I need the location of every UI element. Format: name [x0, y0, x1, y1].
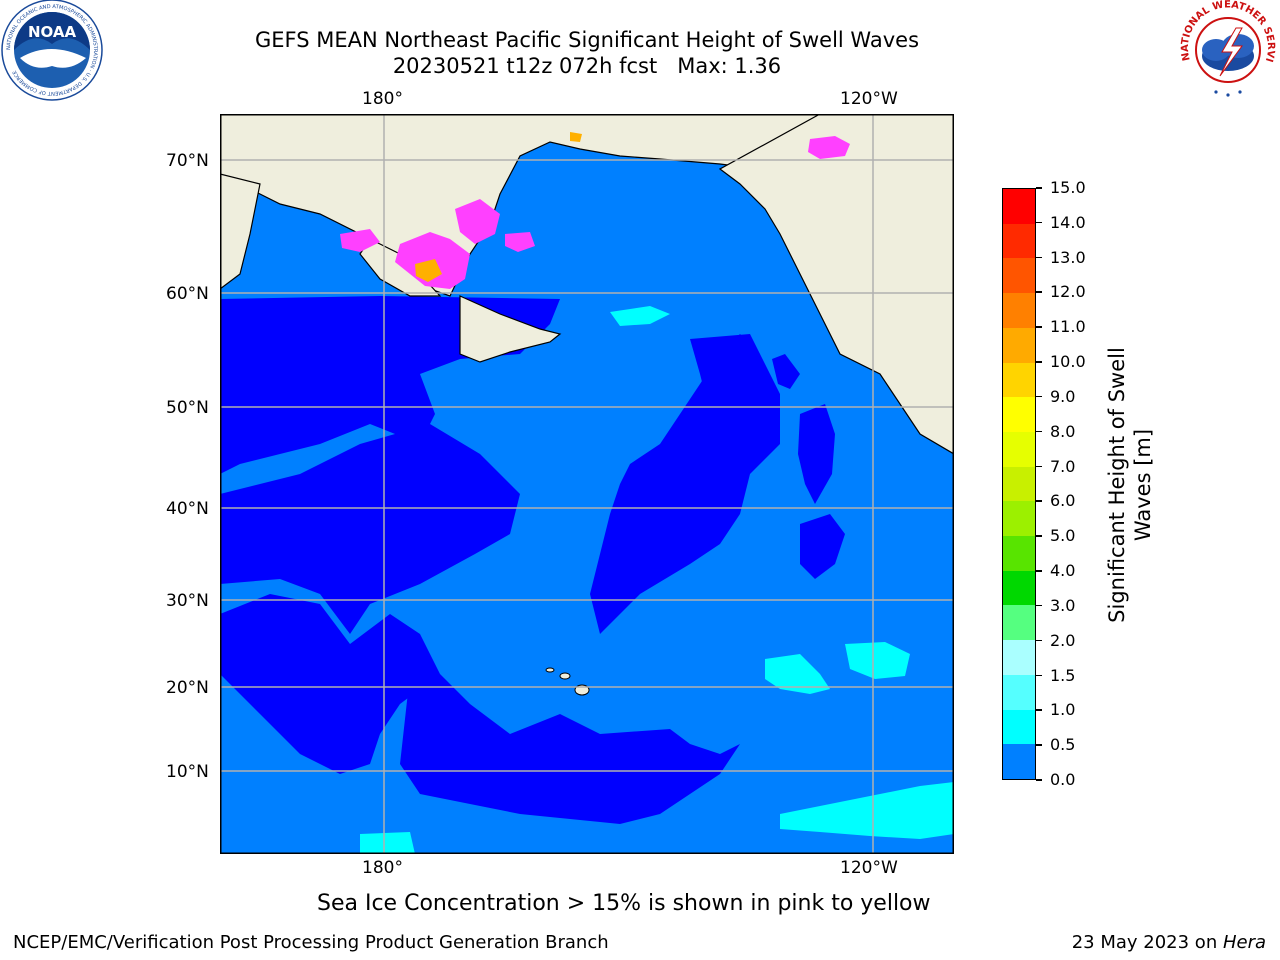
noaa-logo: NOAA NATIONAL OCEANIC AND ATMOSPHERIC AD… [0, 0, 104, 104]
colorbar-tick-label: 7.0 [1050, 456, 1076, 476]
sea-ice [340, 136, 850, 289]
colorbar-tick-label: 10.0 [1050, 352, 1086, 372]
colorbar-tick-mark [1036, 395, 1042, 398]
colorbar-segment [1003, 536, 1035, 571]
colorbar-tick-mark [1036, 291, 1042, 293]
colorbar-tick-label: 13.0 [1050, 247, 1086, 267]
colorbar-tick-mark [1036, 639, 1042, 642]
colorbar-tick-label: 15.0 [1050, 178, 1086, 197]
colorbar-label: Significant Height of Swell Waves [m] [1105, 347, 1155, 623]
lat-label-10n: 10°N [166, 762, 209, 782]
colorbar-tick-mark [1036, 187, 1042, 189]
colorbar-tick-label: 1.0 [1050, 700, 1076, 720]
colorbar-segment [1003, 709, 1035, 745]
colorbar-segment [1003, 189, 1035, 224]
lat-label-50n: 50°N [166, 398, 209, 418]
lat-label-20n: 20°N [166, 678, 209, 698]
footer-date: 23 May 2023 on Hera [1071, 932, 1266, 953]
colorbar-tick-label: 14.0 [1050, 212, 1086, 232]
colorbar-segment [1003, 570, 1035, 606]
map-panel [220, 114, 954, 854]
colorbar-segment [1003, 397, 1035, 432]
colorbar-ticks: 15.0 14.0 13.0 12.0 11.0 10.0 9.0 8.0 7.0 6.0 5.0 4… [1036, 178, 1096, 790]
colorbar-tick-mark [1036, 604, 1042, 607]
swell-region-0-0.5 [220, 296, 845, 824]
lat-label-40n: 40°N [166, 499, 209, 519]
colorbar-segment [1003, 431, 1035, 467]
colorbar-tick-mark [1036, 256, 1042, 259]
lat-label-70n: 70°N [166, 151, 209, 171]
colorbar-tick-mark [1036, 779, 1042, 781]
colorbar-tick-label: 1.5 [1050, 665, 1076, 685]
svg-text:NOAA: NOAA [28, 23, 77, 41]
colorbar-tick-label: 5.0 [1050, 526, 1076, 546]
colorbar-tick-mark [1036, 744, 1042, 746]
colorbar-tick-mark [1036, 674, 1042, 677]
lon-label-bottom-120w: 120°W [840, 858, 898, 878]
colorbar-tick-label: 3.0 [1050, 595, 1076, 615]
swell-region-1.0-1.5 [360, 306, 954, 854]
lon-label-bottom-180: 180° [362, 858, 403, 878]
lon-label-top-180: 180° [362, 89, 403, 109]
footer-branch: NCEP/EMC/Verification Post Processing Pr… [13, 932, 609, 953]
colorbar-segment [1003, 258, 1035, 294]
colorbar-segment [1003, 501, 1035, 537]
colorbar-segment [1003, 466, 1035, 502]
lat-label-30n: 30°N [166, 591, 209, 611]
colorbar-tick-mark [1036, 570, 1042, 572]
swell-height-map [220, 114, 954, 854]
lat-label-60n: 60°N [166, 284, 209, 304]
colorbar-tick-mark [1036, 535, 1042, 537]
sea-ice-note: Sea Ice Concentration > 15% is shown in … [317, 891, 931, 916]
nws-emblem-icon: NATIONAL WEATHER SERVICE [1172, 0, 1277, 99]
map-title: GEFS MEAN Northeast Pacific Significant … [254, 28, 920, 52]
colorbar-tick-mark [1036, 465, 1042, 468]
sea-ice-high-concentration [415, 132, 582, 282]
colorbar-tick-mark [1036, 500, 1042, 502]
colorbar-segment [1003, 744, 1035, 779]
colorbar-tick-label: 6.0 [1050, 491, 1076, 511]
colorbar-segment [1003, 293, 1035, 328]
noaa-emblem-icon: NOAA NATIONAL OCEANIC AND ATMOSPHERIC AD… [1, 0, 103, 101]
nws-logo: NATIONAL WEATHER SERVICE [1172, 0, 1280, 104]
map-subtitle: 20230521 t12z 072h fcst Max: 1.36 [392, 54, 782, 78]
colorbar-segment [1003, 605, 1035, 641]
colorbar-tick-mark [1036, 361, 1042, 363]
colorbar-tick-mark [1036, 709, 1042, 711]
colorbar [1002, 188, 1036, 780]
colorbar-segment [1003, 640, 1035, 675]
colorbar-tick-label: 9.0 [1050, 386, 1076, 406]
colorbar-tick-label: 4.0 [1050, 561, 1076, 581]
colorbar-tick-label: 12.0 [1050, 282, 1086, 302]
colorbar-tick-label: 8.0 [1050, 421, 1076, 441]
colorbar-tick-label: 0.0 [1050, 770, 1076, 789]
colorbar-tick-label: 0.5 [1050, 735, 1076, 755]
graticule [220, 114, 954, 854]
colorbar-tick-mark [1036, 221, 1042, 224]
colorbar-tick-label: 11.0 [1050, 317, 1086, 337]
colorbar-segment [1003, 327, 1035, 363]
lon-label-top-120w: 120°W [840, 89, 898, 109]
colorbar-tick-mark [1036, 326, 1042, 328]
colorbar-segment [1003, 674, 1035, 710]
colorbar-tick-label: 2.0 [1050, 630, 1076, 650]
colorbar-segment [1003, 362, 1035, 398]
colorbar-segment [1003, 223, 1035, 259]
colorbar-tick-mark [1036, 430, 1042, 433]
